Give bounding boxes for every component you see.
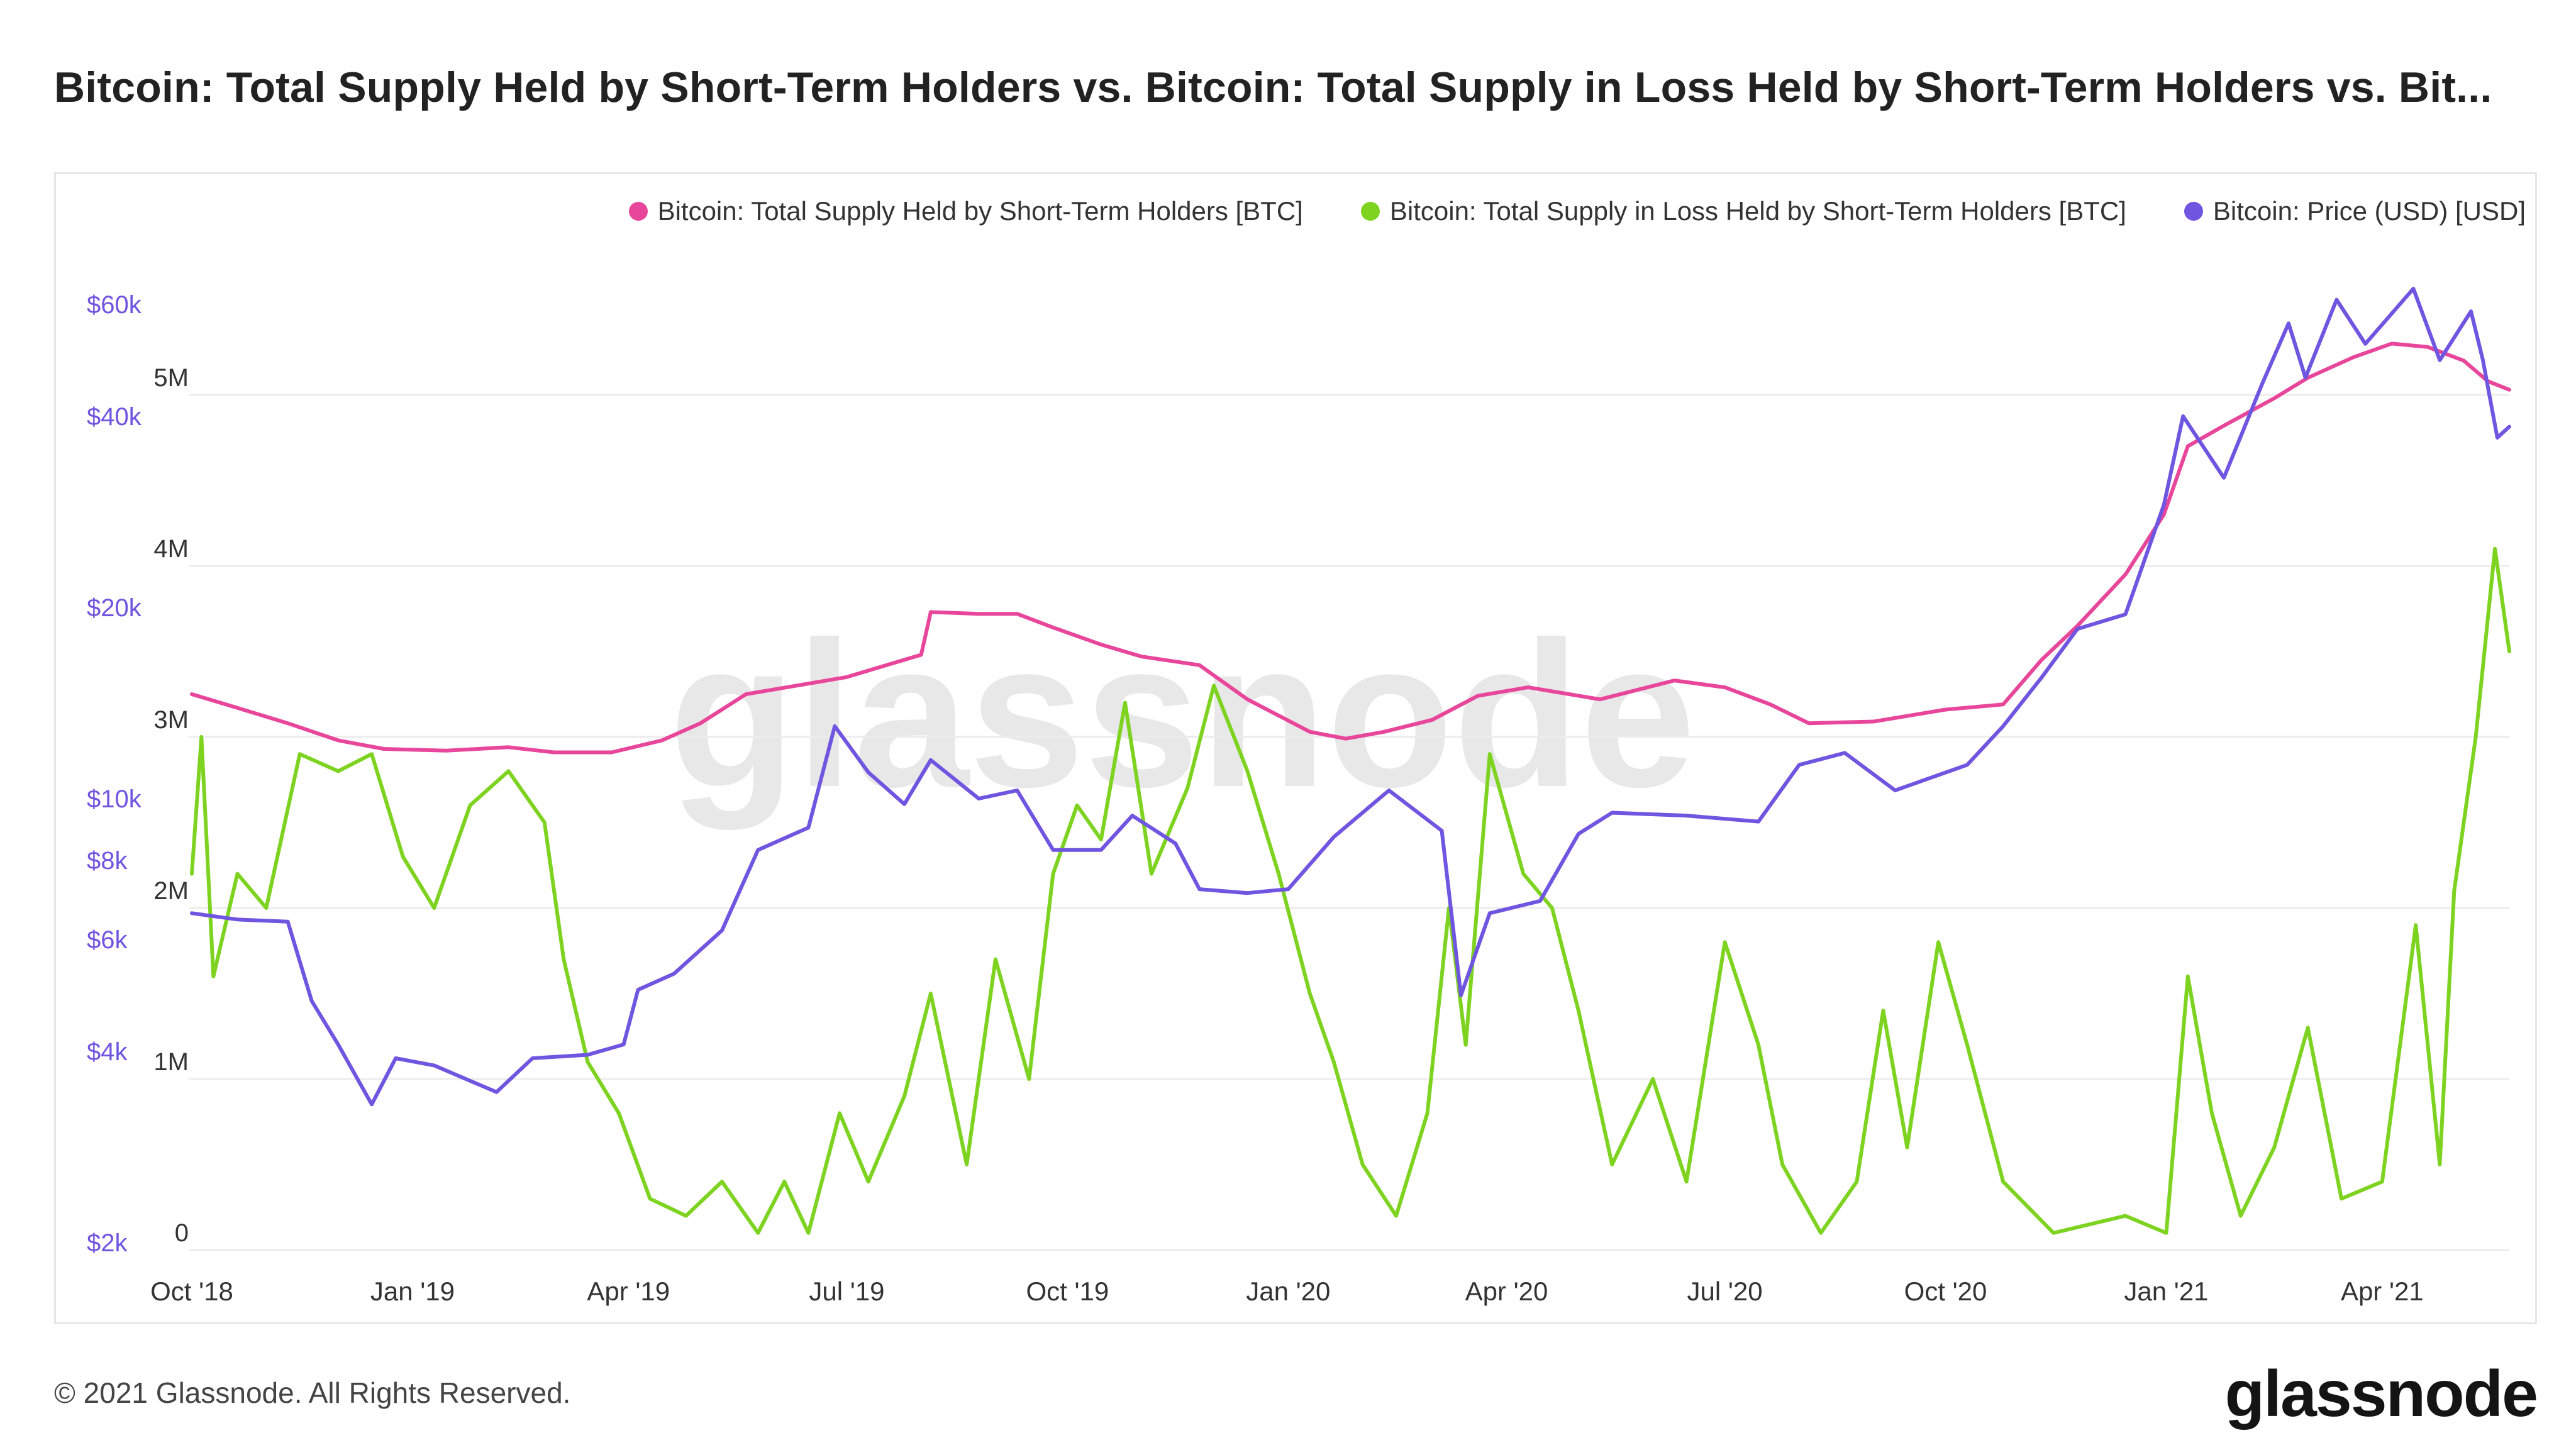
y-right-tick-label: $40k bbox=[87, 403, 142, 431]
y-left-tick-label: 2M bbox=[153, 877, 189, 905]
x-tick-label: Oct '20 bbox=[1904, 1276, 1987, 1306]
legend-dot-icon bbox=[628, 202, 648, 221]
legend: Bitcoin: Total Supply Held by Short-Term… bbox=[628, 196, 2526, 226]
y-left-tick-label: 0 bbox=[175, 1219, 189, 1247]
y-right-tick-label: $6k bbox=[87, 926, 128, 954]
y-right-tick-label: $10k bbox=[87, 785, 142, 813]
x-tick-label: Oct '19 bbox=[1026, 1276, 1109, 1306]
series-line bbox=[190, 287, 2511, 1107]
watermark: glassnode bbox=[669, 598, 1696, 831]
y-right-tick-label: $60k bbox=[87, 291, 142, 319]
x-tick-label: Apr '19 bbox=[587, 1276, 670, 1306]
legend-dot-icon bbox=[1360, 202, 1380, 221]
y-left-tick-label: 5M bbox=[153, 364, 189, 392]
legend-item-price[interactable]: Bitcoin: Price (USD) [USD] bbox=[2184, 196, 2526, 226]
y-left-tick-label: 3M bbox=[153, 706, 189, 734]
y-left-tick-label: 4M bbox=[153, 535, 189, 563]
grid-lines bbox=[189, 394, 2509, 1251]
series-line bbox=[190, 341, 2511, 755]
series-layer bbox=[190, 287, 2511, 1235]
x-tick-label: Jan '20 bbox=[1246, 1276, 1330, 1306]
y-right-tick-label: $2k bbox=[87, 1229, 128, 1257]
y-right-tick-label: $4k bbox=[87, 1038, 128, 1066]
chart-title: Bitcoin: Total Supply Held by Short-Term… bbox=[54, 64, 2492, 111]
copyright-footer: © 2021 Glassnode. All Rights Reserved. bbox=[54, 1376, 571, 1409]
x-tick-label: Apr '20 bbox=[1465, 1276, 1548, 1306]
y-left-tick-label: 1M bbox=[153, 1048, 189, 1076]
series-line bbox=[190, 546, 2511, 1235]
x-tick-label: Jan '21 bbox=[2124, 1276, 2208, 1306]
y-right-tick-label: $8k bbox=[87, 847, 128, 875]
y-right-tick-label: $20k bbox=[87, 594, 142, 622]
legend-label: Bitcoin: Total Supply Held by Short-Term… bbox=[657, 196, 1303, 226]
legend-dot-icon bbox=[2184, 202, 2203, 221]
x-tick-label: Jul '19 bbox=[809, 1276, 884, 1306]
legend-item-sth-supply-in-loss[interactable]: Bitcoin: Total Supply in Loss Held by Sh… bbox=[1360, 196, 2126, 226]
legend-label: Bitcoin: Price (USD) [USD] bbox=[2212, 196, 2526, 226]
x-tick-label: Oct '18 bbox=[150, 1276, 233, 1306]
axes: 0 1M 2M 3M 4M 5M $2k $4k $6k $8k $10k $20k $40k $60k O… bbox=[87, 291, 2424, 1306]
x-tick-label: Apr '21 bbox=[2341, 1276, 2424, 1306]
legend-label: Bitcoin: Total Supply in Loss Held by Sh… bbox=[1389, 196, 2126, 226]
legend-item-sth-supply[interactable]: Bitcoin: Total Supply Held by Short-Term… bbox=[628, 196, 1303, 226]
x-tick-label: Jul '20 bbox=[1687, 1276, 1763, 1306]
x-tick-label: Jan '19 bbox=[370, 1276, 455, 1306]
glassnode-logo: glassnode bbox=[2224, 1358, 2538, 1431]
